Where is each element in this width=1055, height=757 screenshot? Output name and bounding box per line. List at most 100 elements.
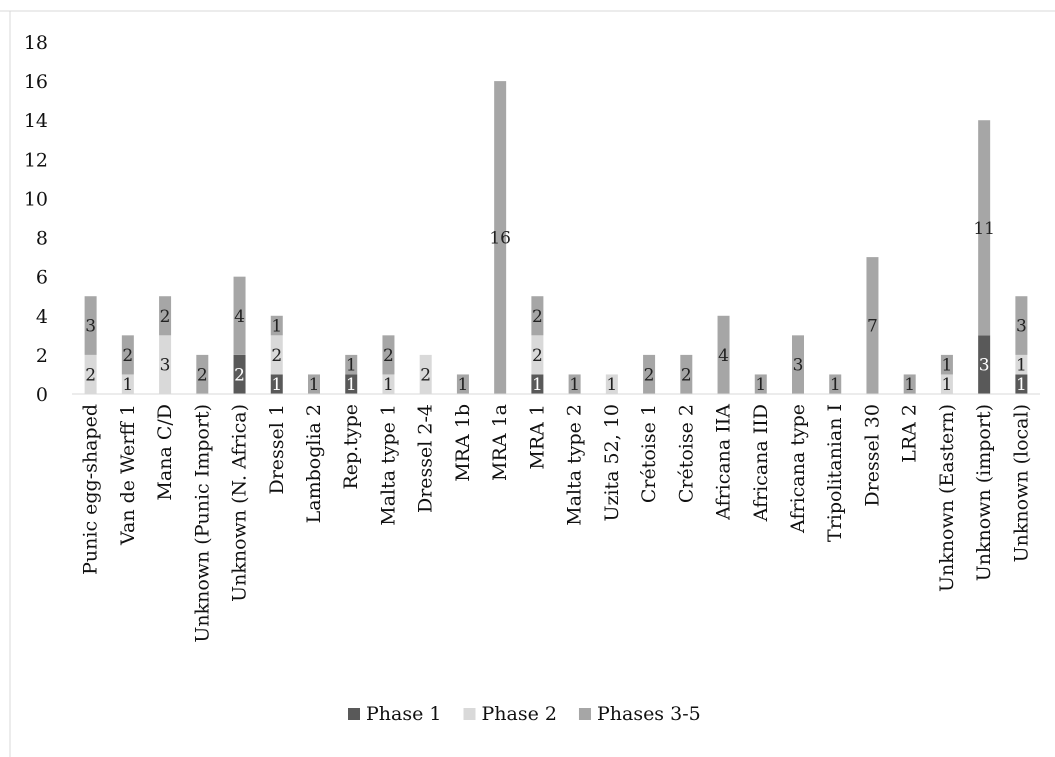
bar-segment-phase-1: [1015, 374, 1028, 394]
bar-segment-phase-2: [940, 374, 953, 394]
data-label: 1: [458, 375, 469, 395]
bar-segment-phases-3-5: [903, 374, 916, 394]
x-tick-label: Dressel 1: [266, 404, 288, 495]
bar-group: 12: [121, 335, 134, 395]
data-label: 2: [383, 346, 394, 366]
bar-group: 1: [456, 374, 469, 395]
x-tick-label: Crétoise 2: [675, 404, 697, 503]
bar-segment-phase-2: [531, 335, 544, 375]
bar-segment-phases-3-5: [159, 296, 172, 336]
bar-segment-phase-1: [978, 335, 991, 394]
data-label: 1: [755, 375, 766, 395]
bar-segment-phases-3-5: [345, 354, 358, 375]
bar-segment-phases-3-5: [308, 374, 320, 394]
y-tick-label: 8: [36, 228, 48, 250]
data-label: 1: [122, 375, 133, 395]
bar-group: 16: [489, 81, 511, 394]
data-label: 1: [271, 375, 282, 395]
data-label: 2: [197, 365, 208, 385]
x-tick-label: Tripolitanian I: [824, 404, 846, 542]
data-label: 1: [942, 375, 953, 395]
x-tick-label: Dressel 30: [861, 404, 883, 507]
data-label: 11: [973, 219, 995, 239]
bar-segment-phase-2: [1015, 354, 1028, 375]
data-label: 2: [681, 365, 692, 385]
data-label: 2: [271, 346, 282, 366]
data-label: 2: [644, 365, 655, 385]
bar-group: 4: [717, 315, 730, 394]
legend: Phase 1 Phase 2 Phases 3-5: [348, 703, 701, 725]
bar-segment-phases-3-5: [494, 81, 507, 394]
data-label: 1: [383, 375, 394, 395]
legend-swatch: [578, 708, 591, 720]
bar-segment-phase-2: [159, 335, 172, 394]
y-tick-label: 14: [24, 110, 48, 132]
data-label: 3: [1016, 317, 1027, 337]
y-tick-label: 4: [36, 306, 48, 328]
bar-segment-phases-3-5: [866, 257, 879, 394]
data-label: 1: [830, 375, 841, 395]
bar-segment-phase-1: [233, 354, 246, 394]
x-tick-label: Malta type 2: [564, 404, 586, 526]
data-label: 2: [160, 307, 171, 327]
bar-group: 2: [643, 354, 656, 394]
legend-swatch: [463, 708, 476, 720]
x-tick-label: Unknown (local): [1010, 404, 1032, 562]
bar-group: 2: [680, 354, 693, 394]
bar-group: 1: [829, 374, 842, 395]
bar-group: 32: [159, 296, 172, 394]
x-tick-label: Unknown (import): [973, 404, 995, 581]
bar-segment-phase-1: [270, 374, 283, 394]
data-label: 1: [532, 375, 543, 395]
x-tick-label: Unknown (N. Africa): [229, 404, 251, 602]
x-tick-label: Rep.type: [340, 404, 362, 490]
x-tick-label: Punic egg-shaped: [80, 404, 102, 575]
data-label: 1: [942, 356, 953, 376]
legend-swatch: [348, 708, 360, 720]
x-tick-label: MRA 1b: [452, 404, 474, 482]
legend-item: Phase 2: [463, 703, 557, 725]
x-tick-label: Dressel 2-4: [415, 404, 437, 513]
y-axis: 0 2 4 6 8 10 12 14 16 18: [24, 32, 48, 406]
x-tick-label: Africana IID: [750, 404, 772, 522]
bar-segment-phases-3-5: [940, 354, 953, 375]
data-label: 3: [979, 356, 990, 376]
data-label: 2: [234, 365, 245, 385]
bar-segment-phases-3-5: [978, 120, 991, 336]
x-tick-label: Unknown (Punic Import): [191, 404, 213, 643]
data-label: 16: [489, 229, 511, 249]
data-label: 1: [309, 375, 320, 395]
bar-segment-phase-2: [270, 335, 283, 375]
y-tick-label: 16: [24, 71, 48, 93]
x-tick-label: LRA 2: [899, 404, 921, 463]
bar-group: 3: [792, 335, 804, 394]
y-tick-label: 2: [36, 345, 48, 367]
x-tick-label: MRA 1: [526, 404, 548, 470]
data-label: 2: [122, 346, 133, 366]
bar-segment-phases-3-5: [382, 335, 395, 375]
legend-label: Phases 3-5: [597, 703, 701, 725]
y-tick-label: 12: [24, 149, 48, 171]
x-tick-label: Malta type 1: [377, 404, 399, 526]
data-label: 1: [606, 375, 617, 395]
bar-segment-phases-3-5: [121, 335, 134, 375]
bar-segment-phase-1: [345, 374, 358, 394]
bar-group: 12: [382, 335, 395, 395]
bar-segment-phases-3-5: [643, 354, 656, 394]
legend-item: Phases 3-5: [578, 703, 701, 725]
bar-segment-phase-2: [84, 354, 97, 394]
x-tick-label: Mana C/D: [154, 404, 176, 501]
bar-segment-phases-3-5: [1015, 296, 1028, 355]
x-tick-label: Africana IIA: [713, 404, 735, 521]
x-tick-label: Van de Werff 1: [117, 404, 139, 546]
x-tick-label: Unknown (Eastern): [936, 404, 958, 592]
bar-group: 11 3: [1015, 296, 1028, 395]
data-label: 3: [160, 356, 171, 376]
data-label: 4: [718, 346, 729, 366]
bar-segment-phase-1: [531, 374, 544, 394]
x-axis: Punic egg-shaped Van de Werff 1 Mana C/D Un…: [72, 393, 1040, 643]
data-label: 1: [904, 375, 915, 395]
bar-segment-phases-3-5: [717, 315, 730, 394]
